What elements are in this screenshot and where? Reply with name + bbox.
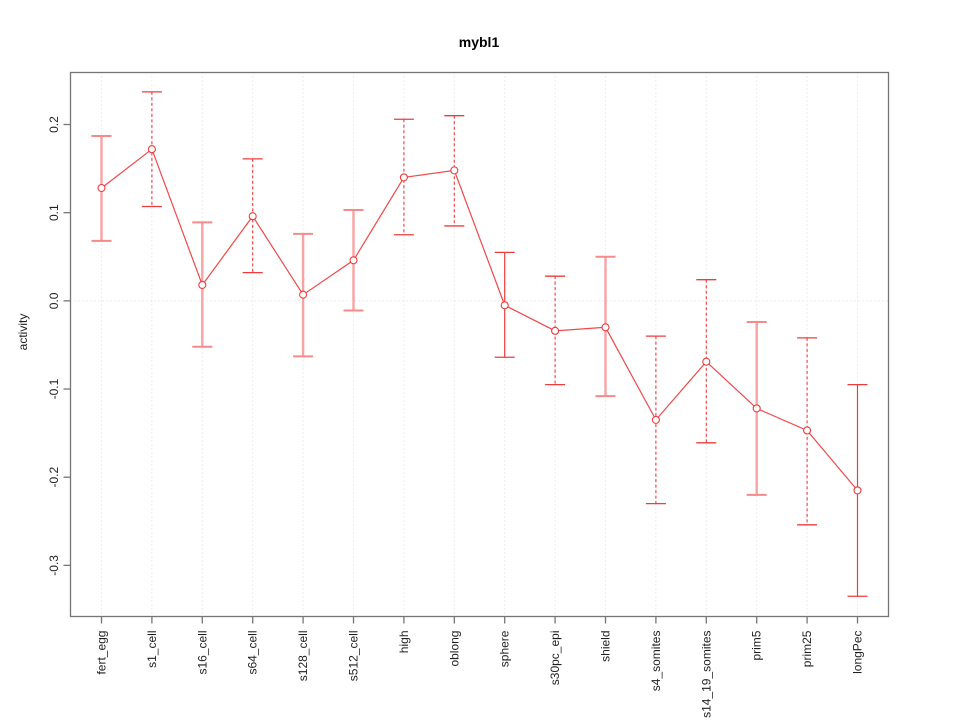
data-point (349, 256, 358, 265)
y-axis-label: activity (16, 314, 30, 351)
data-point (399, 173, 408, 182)
data-point (853, 486, 862, 495)
x-tick-label: s128_cell (296, 631, 310, 682)
x-tick-label: s30pc_epi (548, 631, 562, 686)
y-tick-label: 0.2 (47, 116, 61, 133)
data-point (601, 323, 610, 332)
x-tick-label: high (397, 631, 411, 654)
data-point (248, 212, 257, 221)
y-tick-label: 0.1 (47, 204, 61, 221)
plot-frame-layer (69, 71, 890, 618)
plot-frame (69, 71, 890, 618)
chart-title: mybl1 (459, 34, 500, 50)
x-tick-label: s4_somites (649, 631, 663, 692)
x-tick-label: s64_cell (246, 631, 260, 675)
x-tick-label: sphere (498, 630, 512, 667)
x-tick-label: s512_cell (347, 631, 361, 682)
y-tick-label: -0.1 (47, 378, 61, 399)
y-tick-label: -0.3 (47, 555, 61, 576)
data-point (147, 145, 156, 154)
error-bar (545, 275, 566, 386)
data-point (651, 415, 660, 424)
x-tick-label: longPec (851, 631, 865, 674)
data-point (198, 280, 207, 290)
data-point (97, 183, 106, 193)
grid-layer (70, 72, 889, 617)
y-tick-label: -0.2 (47, 467, 61, 488)
x-tick-label: s14_19_somites (699, 631, 713, 718)
series-layer (91, 91, 868, 597)
data-point (803, 426, 812, 435)
data-point (299, 290, 308, 299)
error-bar (696, 279, 717, 444)
y-tick-label: 0.0 (47, 292, 61, 309)
data-point (500, 301, 509, 310)
x-tick-label: fert_egg (95, 631, 109, 675)
data-point (450, 166, 459, 175)
x-tick-label: s1_cell (145, 631, 159, 668)
error-bar (797, 337, 818, 526)
x-tick-label: prim5 (750, 630, 764, 660)
series-line (101, 148, 858, 491)
x-tick-label: oblong (447, 631, 461, 667)
x-tick-label: prim25 (800, 630, 814, 667)
data-point (551, 326, 560, 335)
data-point (702, 357, 711, 366)
x-tick-label: shield (599, 631, 613, 662)
tick-layer: 0.2 0.1 0.0 -0.1 -0.2 -0.3 fert_egg s1_cell s16_… (47, 116, 865, 718)
data-point (752, 404, 761, 413)
x-tick-label: s16_cell (195, 631, 209, 675)
